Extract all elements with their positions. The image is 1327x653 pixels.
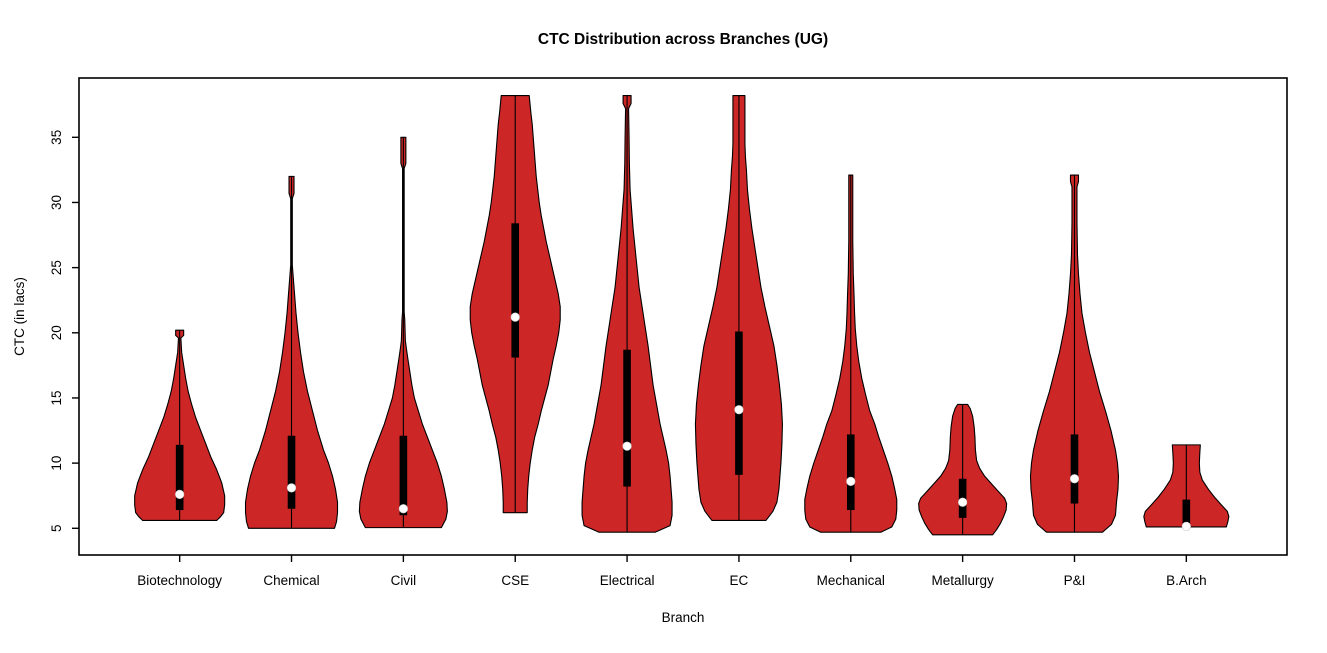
chart-title: CTC Distribution across Branches (UG) — [538, 31, 828, 48]
iqr-box — [1182, 499, 1191, 525]
x-tick-label: Electrical — [600, 573, 655, 588]
median-dot — [1069, 474, 1080, 484]
violin-cse — [469, 95, 561, 514]
violin-ec — [694, 95, 783, 522]
x-tick-label: B.Arch — [1166, 573, 1207, 588]
violin-civil — [358, 136, 448, 529]
iqr-box — [623, 349, 631, 487]
x-axis: Biotechnology Chemical Civil CSE Electrical E… — [137, 555, 1207, 588]
violin-biotechnology — [134, 329, 226, 522]
iqr-box — [735, 331, 743, 475]
iqr-box — [846, 434, 855, 511]
y-tick-label: 10 — [49, 456, 64, 471]
violin-electrical — [581, 95, 673, 533]
median-dot — [958, 497, 968, 507]
median-dot — [286, 483, 297, 493]
median-dot — [622, 441, 632, 451]
median-dot — [175, 489, 185, 499]
median-dot — [846, 476, 856, 486]
y-tick-label: 15 — [49, 390, 64, 405]
violin-b-arch — [1143, 444, 1230, 531]
iqr-box — [399, 435, 408, 516]
x-tick-label: Mechanical — [817, 573, 885, 588]
x-tick-label: Civil — [391, 573, 417, 588]
plot-area — [134, 95, 1230, 536]
y-tick-label: 25 — [49, 260, 64, 275]
iqr-box — [1070, 434, 1079, 504]
y-tick-label: 30 — [49, 195, 64, 210]
y-axis-title: CTC (in lacs) — [12, 277, 27, 356]
iqr-box — [175, 444, 184, 511]
median-dot — [734, 405, 744, 415]
x-axis-title: Branch — [662, 610, 705, 625]
median-dot — [510, 312, 520, 322]
x-tick-label: Chemical — [263, 573, 319, 588]
violin-metallurgy — [918, 403, 1008, 536]
median-dot — [398, 504, 408, 514]
median-dot — [1181, 521, 1191, 531]
x-tick-label: P&I — [1064, 573, 1086, 588]
x-tick-label: CSE — [501, 573, 529, 588]
iqr-box — [511, 223, 520, 358]
y-tick-label: 35 — [49, 130, 64, 145]
y-tick-label: 5 — [49, 525, 64, 533]
y-tick-label: 20 — [49, 325, 64, 340]
plot-border-box — [78, 77, 1288, 556]
violin-mechanical — [804, 174, 898, 533]
x-tick-label: EC — [730, 573, 749, 588]
iqr-box — [287, 435, 296, 509]
x-tick-label: Metallurgy — [931, 573, 994, 588]
x-tick-label: Biotechnology — [137, 573, 222, 588]
violin-chemical — [244, 175, 339, 529]
y-axis: 5 10 15 20 25 30 35 — [49, 130, 79, 532]
violin-p-i — [1029, 174, 1120, 533]
